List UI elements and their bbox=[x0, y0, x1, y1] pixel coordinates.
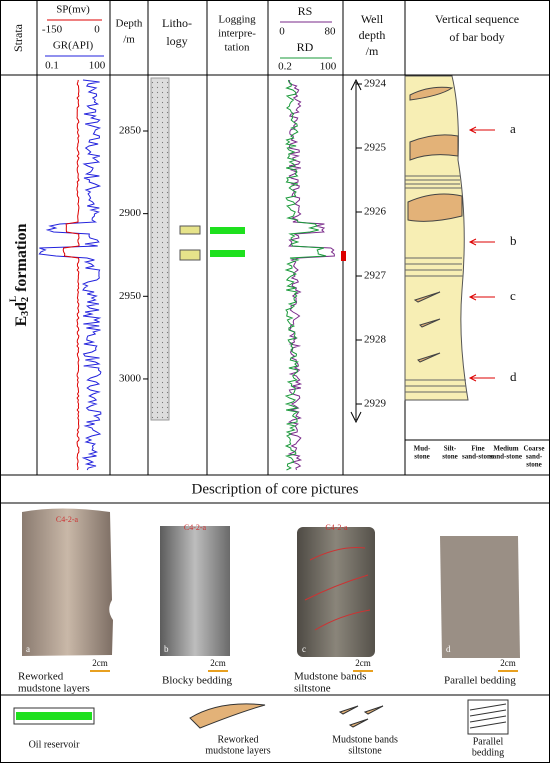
gr-curve bbox=[38, 79, 102, 471]
interp-header: interpre- bbox=[218, 28, 256, 40]
core-caption: Blocky bedding bbox=[162, 675, 232, 687]
core-letter: c bbox=[302, 644, 306, 654]
lithology-header: logy bbox=[166, 34, 187, 48]
core-caption: siltstone bbox=[294, 683, 331, 695]
core-scale: 2cm bbox=[210, 658, 226, 668]
grain-size-label: stone bbox=[526, 461, 542, 469]
core-caption: mudstone layers bbox=[18, 683, 90, 695]
core-letter: b bbox=[164, 644, 169, 654]
rs-max: 80 bbox=[325, 26, 337, 38]
well-depth-tick-label: 2924 bbox=[364, 78, 387, 90]
legend-icons bbox=[13, 699, 509, 735]
sp-min: -150 bbox=[42, 24, 63, 36]
marker-arrow bbox=[468, 374, 495, 382]
well-depth-tick-label: 2927 bbox=[364, 270, 387, 282]
grain-size-label: sand- bbox=[526, 453, 543, 461]
marker-label: c bbox=[510, 288, 516, 303]
core-caption: Reworked bbox=[18, 671, 64, 683]
lithology-column bbox=[150, 77, 346, 421]
interp-header: Logging bbox=[218, 14, 256, 26]
well-depth-tick-label: 2925 bbox=[364, 142, 387, 154]
legend-label: Reworked bbox=[217, 734, 258, 745]
depth-tick-label: 2850 bbox=[119, 125, 142, 137]
core-tag: C4-2-a bbox=[56, 515, 79, 524]
rd-min: 0.2 bbox=[278, 61, 292, 73]
well-depth-header: Well bbox=[361, 12, 384, 26]
core-scale: 2cm bbox=[92, 658, 108, 668]
log-curves bbox=[38, 79, 335, 471]
legend-label: Oil reservoir bbox=[29, 739, 80, 750]
sequence-header: of bar body bbox=[449, 30, 504, 44]
gr-min: 0.1 bbox=[45, 60, 59, 72]
sequence-markers: abcdMud-stoneSilt-stoneFinesand-stoneMed… bbox=[414, 121, 545, 469]
sp-header: SP(mv) bbox=[56, 4, 90, 16]
legend-label: Parallel bbox=[473, 736, 504, 747]
rd-max: 100 bbox=[320, 61, 337, 73]
well-depth-header: /m bbox=[366, 44, 379, 58]
legend-label: mudstone layers bbox=[205, 745, 270, 756]
marker-label: a bbox=[510, 121, 516, 136]
marker-arrow bbox=[468, 293, 495, 301]
grain-size-label: stone bbox=[414, 453, 430, 461]
interp-header: tation bbox=[224, 42, 250, 54]
core-scale: 2cm bbox=[500, 658, 516, 668]
depth-tick-label: 3000 bbox=[119, 372, 142, 384]
rd-header: RD bbox=[297, 40, 314, 54]
grain-size-label: Mud- bbox=[414, 445, 431, 453]
marker-arrow bbox=[468, 126, 495, 134]
grain-size-label: Medium bbox=[493, 445, 518, 453]
core-scale: 2cm bbox=[355, 658, 371, 668]
marker-arrow bbox=[468, 238, 495, 246]
legend-label: siltstone bbox=[348, 745, 382, 756]
depth-header: /m bbox=[123, 34, 135, 46]
lithology-header: Litho- bbox=[162, 16, 192, 30]
sequence-column bbox=[350, 75, 469, 424]
grain-size-label: sand-stone bbox=[490, 453, 522, 461]
sp-curve bbox=[62, 79, 80, 471]
depth-tick-label: 2900 bbox=[119, 207, 142, 219]
well-depth-tick-label: 2928 bbox=[364, 334, 387, 346]
core-tag: C4-2-a bbox=[184, 523, 207, 532]
depth-tick-label: 2950 bbox=[119, 290, 142, 302]
core-caption: Mudstone bands bbox=[294, 671, 366, 683]
gr-max: 100 bbox=[89, 60, 106, 72]
core-photos bbox=[22, 508, 520, 658]
strata-header: Strata bbox=[11, 23, 25, 52]
rd-curve bbox=[284, 79, 327, 471]
core-letter: d bbox=[446, 644, 451, 654]
well-depth-tick-label: 2929 bbox=[364, 398, 387, 410]
sp-max: 0 bbox=[94, 24, 100, 36]
core-letter: a bbox=[26, 644, 30, 654]
core-tag: C4-2-a bbox=[325, 523, 348, 532]
rs-min: 0 bbox=[279, 26, 285, 38]
legend-label: Mudstone bands bbox=[332, 734, 398, 745]
marker-label: d bbox=[510, 369, 517, 384]
grain-size-label: Coarse bbox=[524, 445, 545, 453]
grain-size-label: sand-stone bbox=[462, 453, 494, 461]
rs-header: RS bbox=[298, 4, 313, 18]
sequence-header: Vertical sequence bbox=[435, 12, 519, 26]
grain-size-label: Silt- bbox=[444, 445, 457, 453]
marker-label: b bbox=[510, 233, 517, 248]
depth-header: Depth bbox=[116, 18, 143, 30]
grain-size-label: stone bbox=[442, 453, 458, 461]
legend-label: bedding bbox=[472, 747, 504, 758]
gr-header: GR(API) bbox=[53, 40, 94, 52]
well-depth-tick-label: 2926 bbox=[364, 206, 387, 218]
core-caption: Parallel bedding bbox=[444, 675, 516, 687]
core-title: Description of core pictures bbox=[191, 481, 358, 497]
grain-size-label: Fine bbox=[471, 445, 484, 453]
formation-label: E3d2Lformation bbox=[8, 223, 31, 326]
well-depth-header: depth bbox=[359, 28, 386, 42]
